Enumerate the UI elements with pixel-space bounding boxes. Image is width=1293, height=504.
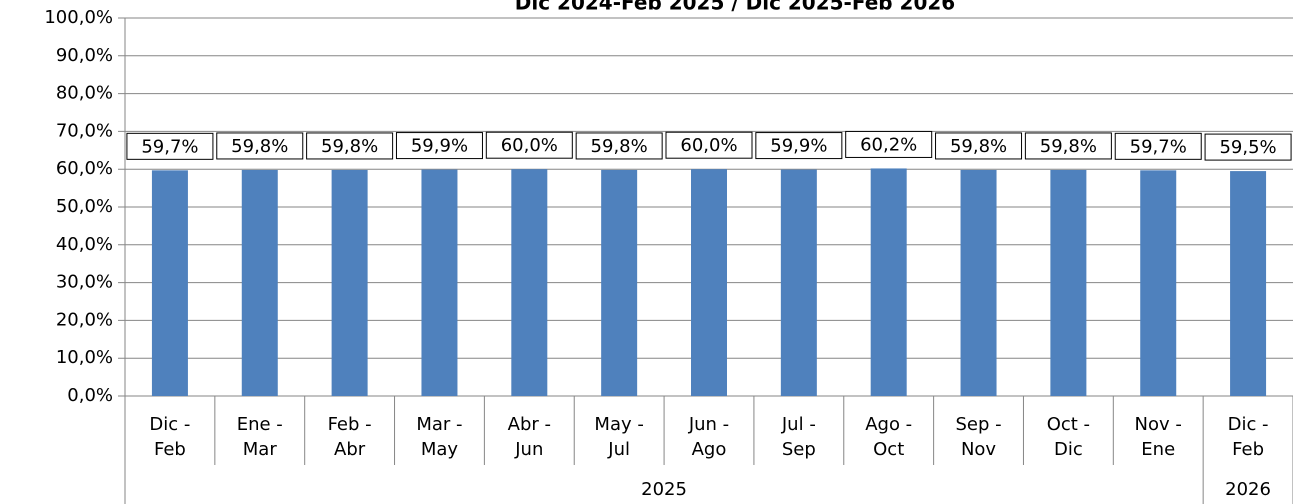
data-label: 60,2% bbox=[860, 134, 917, 155]
x-tick-label: Sep - Nov bbox=[955, 414, 1001, 460]
x-tick-label-line: Feb bbox=[1232, 439, 1264, 460]
x-tick-label-line: Ene bbox=[1141, 439, 1175, 460]
x-tick-label-line: Sep - bbox=[955, 414, 1001, 435]
x-tick-label-line: Jun bbox=[514, 439, 543, 460]
x-tick-label-line: May - bbox=[594, 414, 643, 435]
x-tick-label: Mar - May bbox=[416, 414, 462, 460]
x-tick-label: Feb - Abr bbox=[328, 414, 372, 460]
y-tick-label: 80,0% bbox=[56, 83, 113, 104]
y-tick-label: 70,0% bbox=[56, 120, 113, 141]
bar bbox=[511, 169, 548, 396]
data-label: 59,9% bbox=[770, 136, 827, 157]
bar bbox=[960, 169, 997, 396]
data-label-box bbox=[1204, 133, 1292, 161]
data-label-box bbox=[126, 132, 214, 160]
data-label: 60,0% bbox=[680, 135, 737, 156]
x-tick-label: Dic - Feb bbox=[1228, 414, 1269, 460]
x-tick-label-line: Abr bbox=[334, 439, 366, 460]
data-label-box bbox=[755, 132, 843, 160]
x-tick-label-line: Oct bbox=[873, 439, 904, 460]
x-tick-label-line: Jul bbox=[607, 439, 630, 460]
bar bbox=[1050, 169, 1087, 396]
bar bbox=[241, 169, 278, 396]
bar bbox=[1140, 170, 1177, 396]
group-label: 2026 bbox=[1225, 479, 1271, 500]
bar bbox=[151, 170, 188, 396]
data-label: 59,7% bbox=[141, 136, 198, 157]
x-tick-label-line: Mar bbox=[243, 439, 278, 460]
data-label-box bbox=[845, 130, 933, 158]
data-label-box bbox=[1024, 132, 1112, 160]
y-tick-label: 60,0% bbox=[56, 158, 113, 179]
x-tick-label-line: Abr - bbox=[508, 414, 551, 435]
x-tick-label: Jul - Sep bbox=[781, 414, 816, 460]
x-tick-label: Dic - Feb bbox=[149, 414, 190, 460]
data-label-box bbox=[485, 131, 573, 159]
data-label: 59,8% bbox=[321, 136, 378, 157]
bar bbox=[1230, 171, 1267, 396]
x-tick-label-line: Feb bbox=[154, 439, 186, 460]
data-label: 59,8% bbox=[950, 136, 1007, 157]
x-tick-label-line: Ago bbox=[692, 439, 727, 460]
x-tick-label-line: Ene - bbox=[237, 414, 283, 435]
x-tick-label-line: Dic - bbox=[1228, 414, 1269, 435]
group-label: 2025 bbox=[641, 479, 687, 500]
x-tick-label: Abr - Jun bbox=[508, 414, 551, 460]
data-label-box bbox=[395, 132, 483, 160]
x-tick-label: Nov - Ene bbox=[1135, 414, 1182, 460]
y-tick-label: 30,0% bbox=[56, 272, 113, 293]
data-label: 59,8% bbox=[591, 136, 648, 157]
x-tick-label: Oct - Dic bbox=[1047, 414, 1090, 460]
bar bbox=[601, 169, 638, 396]
chart-title: Dic 2024-Feb 2025 / Dic 2025-Feb 2026 bbox=[515, 0, 955, 15]
y-tick-label: 20,0% bbox=[56, 309, 113, 330]
bar bbox=[691, 169, 727, 396]
x-tick-label: Jun - Ago bbox=[688, 414, 729, 460]
x-tick-label-line: Feb - bbox=[328, 414, 372, 435]
x-tick-label-line: Sep bbox=[782, 439, 816, 460]
bar bbox=[421, 169, 458, 396]
data-label: 59,9% bbox=[411, 136, 468, 157]
y-tick-label: 50,0% bbox=[56, 196, 113, 217]
x-tick-label-line: Jul - bbox=[781, 414, 816, 435]
data-label: 59,7% bbox=[1130, 136, 1187, 157]
x-tick-label-line: Nov bbox=[961, 439, 996, 460]
y-tick-label: 90,0% bbox=[56, 45, 113, 66]
data-label-box bbox=[665, 131, 753, 159]
x-tick-label: Ago - Oct bbox=[865, 414, 912, 460]
y-tick-label: 100,0% bbox=[44, 7, 113, 28]
x-tick-label-line: Nov - bbox=[1135, 414, 1182, 435]
data-label: 59,5% bbox=[1219, 137, 1276, 158]
bar bbox=[870, 168, 907, 396]
x-tick-label-line: Dic bbox=[1054, 439, 1083, 460]
data-label-box bbox=[935, 132, 1023, 160]
data-label-box bbox=[575, 132, 663, 160]
x-tick-label-line: Mar - bbox=[416, 414, 462, 435]
y-tick-label: 0,0% bbox=[67, 385, 113, 406]
x-tick-label: May - Jul bbox=[594, 414, 643, 460]
data-label-box bbox=[216, 132, 304, 160]
x-tick-label-line: Ago - bbox=[865, 414, 912, 435]
x-tick-label-line: Dic - bbox=[149, 414, 190, 435]
data-label: 59,8% bbox=[231, 136, 288, 157]
x-tick-label: Ene - Mar bbox=[237, 414, 283, 460]
x-tick-label-line: Jun - bbox=[688, 414, 729, 435]
y-tick-label: 40,0% bbox=[56, 234, 113, 255]
x-tick-label-line: May bbox=[421, 439, 459, 460]
data-label-box bbox=[306, 132, 394, 160]
bar bbox=[331, 169, 368, 396]
data-label: 59,8% bbox=[1040, 136, 1097, 157]
bar bbox=[780, 169, 817, 396]
x-tick-label-line: Oct - bbox=[1047, 414, 1090, 435]
data-label-box bbox=[1114, 132, 1202, 160]
y-tick-label: 10,0% bbox=[56, 347, 113, 368]
data-label: 60,0% bbox=[501, 135, 558, 156]
